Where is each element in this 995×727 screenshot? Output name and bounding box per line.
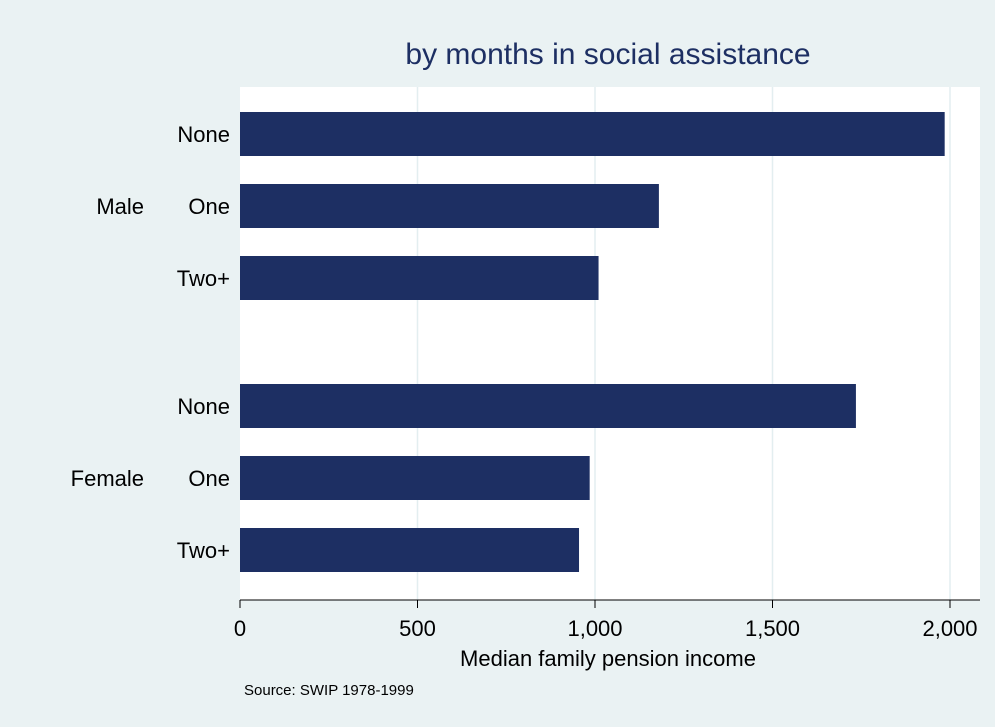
plot-area [240, 87, 980, 600]
bar-male-twoplus [240, 256, 599, 300]
bar-male-one [240, 184, 659, 228]
x-axis-ticks: 0 500 1,000 1,500 2,000 [234, 600, 978, 641]
bar-female-none [240, 384, 856, 428]
x-tick-label: 1,000 [567, 616, 622, 641]
bars [240, 112, 945, 572]
category-label: Two+ [177, 266, 230, 291]
category-label: One [188, 466, 230, 491]
x-tick-label: 2,000 [922, 616, 977, 641]
group-label-female: Female [71, 466, 144, 491]
source-note: Source: SWIP 1978-1999 [244, 682, 414, 699]
bar-female-twoplus [240, 528, 580, 572]
chart-title: by months in social assistance [405, 38, 810, 71]
x-tick-label: 1,500 [745, 616, 800, 641]
category-labels: None One Two+ Male None One Two+ Female [71, 122, 230, 563]
category-label: None [177, 122, 230, 147]
category-label: Two+ [177, 538, 230, 563]
bar-female-one [240, 456, 590, 500]
category-label: None [177, 394, 230, 419]
bar-male-none [240, 112, 945, 156]
x-tick-label: 0 [234, 616, 246, 641]
group-label-male: Male [96, 194, 144, 219]
x-tick-label: 500 [399, 616, 436, 641]
x-axis-label: Median family pension income [460, 646, 756, 671]
category-label: One [188, 194, 230, 219]
grid-lines [416, 87, 951, 600]
